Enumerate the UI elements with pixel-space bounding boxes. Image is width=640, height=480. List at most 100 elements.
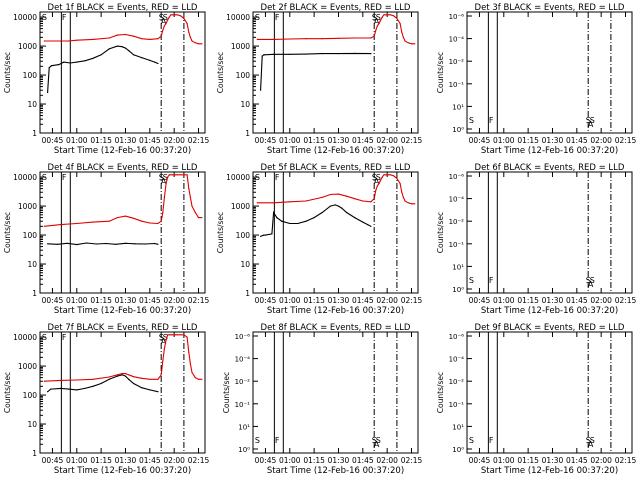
data-point (154, 242, 156, 245)
y-tick-label: 10⁻⁶ (235, 333, 251, 341)
panel-title: Det 6f BLACK = Events, RED = LLD (475, 163, 625, 173)
data-point (381, 176, 383, 178)
y-tick-label: 10000 (13, 333, 37, 342)
x-tick-label: 01:15 (90, 136, 112, 145)
data-point (370, 37, 372, 39)
x-tick-label: 01:30 (542, 456, 564, 465)
data-point (256, 38, 258, 41)
data-point (297, 222, 299, 225)
x-tick-label: 02:00 (376, 136, 398, 145)
plot-frame (252, 11, 419, 134)
y-tick-label: 1 (32, 449, 37, 458)
flag-label: S (590, 116, 595, 125)
data-point (191, 40, 193, 42)
flag-label: S (159, 13, 164, 22)
data-point (402, 36, 404, 39)
data-point (370, 53, 372, 55)
x-tick-label: 01:45 (566, 296, 588, 305)
data-point (168, 16, 170, 18)
plot-frame (252, 331, 419, 454)
data-point (167, 19, 169, 21)
y-tick-label: 1000 (18, 202, 37, 211)
x-tick-label: 02:00 (376, 296, 398, 305)
data-point (171, 14, 174, 16)
data-point (380, 19, 382, 21)
data-point (170, 14, 172, 16)
data-point (108, 220, 110, 222)
data-point (346, 195, 348, 197)
data-point (375, 189, 377, 191)
x-tick-label: 01:30 (328, 456, 350, 465)
x-tick-label: 02:00 (163, 456, 185, 465)
y-tick-label: 10⁻⁴ (449, 196, 465, 204)
panel-title: Det 5f BLACK = Events, RED = LLD (261, 163, 411, 173)
x-tick-label: 01:45 (139, 136, 161, 145)
plot-frame (39, 171, 206, 294)
x-tick-label: 00:45 (255, 136, 277, 145)
flag-label: A (374, 440, 380, 449)
data-point (376, 185, 378, 187)
y-axis-label: Counts/sec (216, 52, 225, 93)
x-tick-label: 01:00 (279, 296, 301, 305)
data-point (133, 376, 135, 378)
data-point (305, 200, 307, 202)
y-tick-label: 100 (23, 71, 38, 80)
series-lld (44, 14, 202, 45)
data-point (321, 211, 323, 214)
data-point (276, 217, 278, 219)
data-point (191, 205, 193, 207)
y-tick-label: 1 (32, 289, 37, 298)
data-point (264, 54, 266, 56)
data-point (95, 243, 97, 245)
plot-frame (466, 11, 633, 134)
y-tick-label: 100 (236, 71, 251, 80)
y-tick-label: 10⁻² (449, 58, 465, 66)
x-tick-label: 01:30 (115, 136, 137, 145)
flag-label: S (42, 333, 47, 342)
data-point (149, 378, 151, 380)
y-tick-label: 10⁻⁶ (449, 173, 465, 181)
data-point (163, 196, 165, 198)
x-tick-label: 02:15 (188, 136, 210, 145)
y-tick-label: 1 (32, 129, 37, 138)
panel-title: Det 3f BLACK = Events, RED = LLD (475, 3, 625, 13)
data-point (149, 222, 151, 224)
data-point (175, 14, 177, 16)
data-point (108, 376, 110, 378)
x-tick-label: 02:15 (401, 296, 423, 305)
data-point (273, 211, 275, 214)
data-point (273, 38, 275, 41)
x-tick-label: 01:00 (66, 136, 88, 145)
data-point (173, 334, 175, 336)
data-point (189, 196, 191, 198)
x-tick-label: 02:00 (590, 136, 612, 145)
data-point (47, 91, 49, 94)
data-point (163, 25, 165, 27)
data-point (281, 220, 283, 222)
data-point (381, 16, 383, 18)
x-tick-label: 01:45 (352, 456, 374, 465)
data-point (76, 39, 78, 41)
data-point (189, 363, 191, 365)
data-point (167, 334, 169, 336)
x-tick-label: 01:45 (352, 296, 374, 305)
flag-label: S (42, 173, 47, 182)
plot-frame (39, 331, 206, 454)
flag-label: S (376, 173, 381, 182)
data-point (124, 215, 127, 217)
flag-label: S (590, 276, 595, 285)
data-point (197, 217, 200, 219)
data-point (162, 360, 164, 362)
data-point (393, 15, 395, 17)
data-point (133, 35, 135, 37)
x-axis-label: Start Time (12-Feb-16 00:37:20) (267, 146, 404, 156)
data-point (386, 174, 388, 176)
x-axis-label: Start Time (12-Feb-16 00:37:20) (267, 306, 404, 316)
data-point (289, 53, 291, 55)
x-tick-label: 00:45 (42, 136, 64, 145)
flag-label: S (159, 333, 164, 342)
data-point (373, 35, 375, 37)
